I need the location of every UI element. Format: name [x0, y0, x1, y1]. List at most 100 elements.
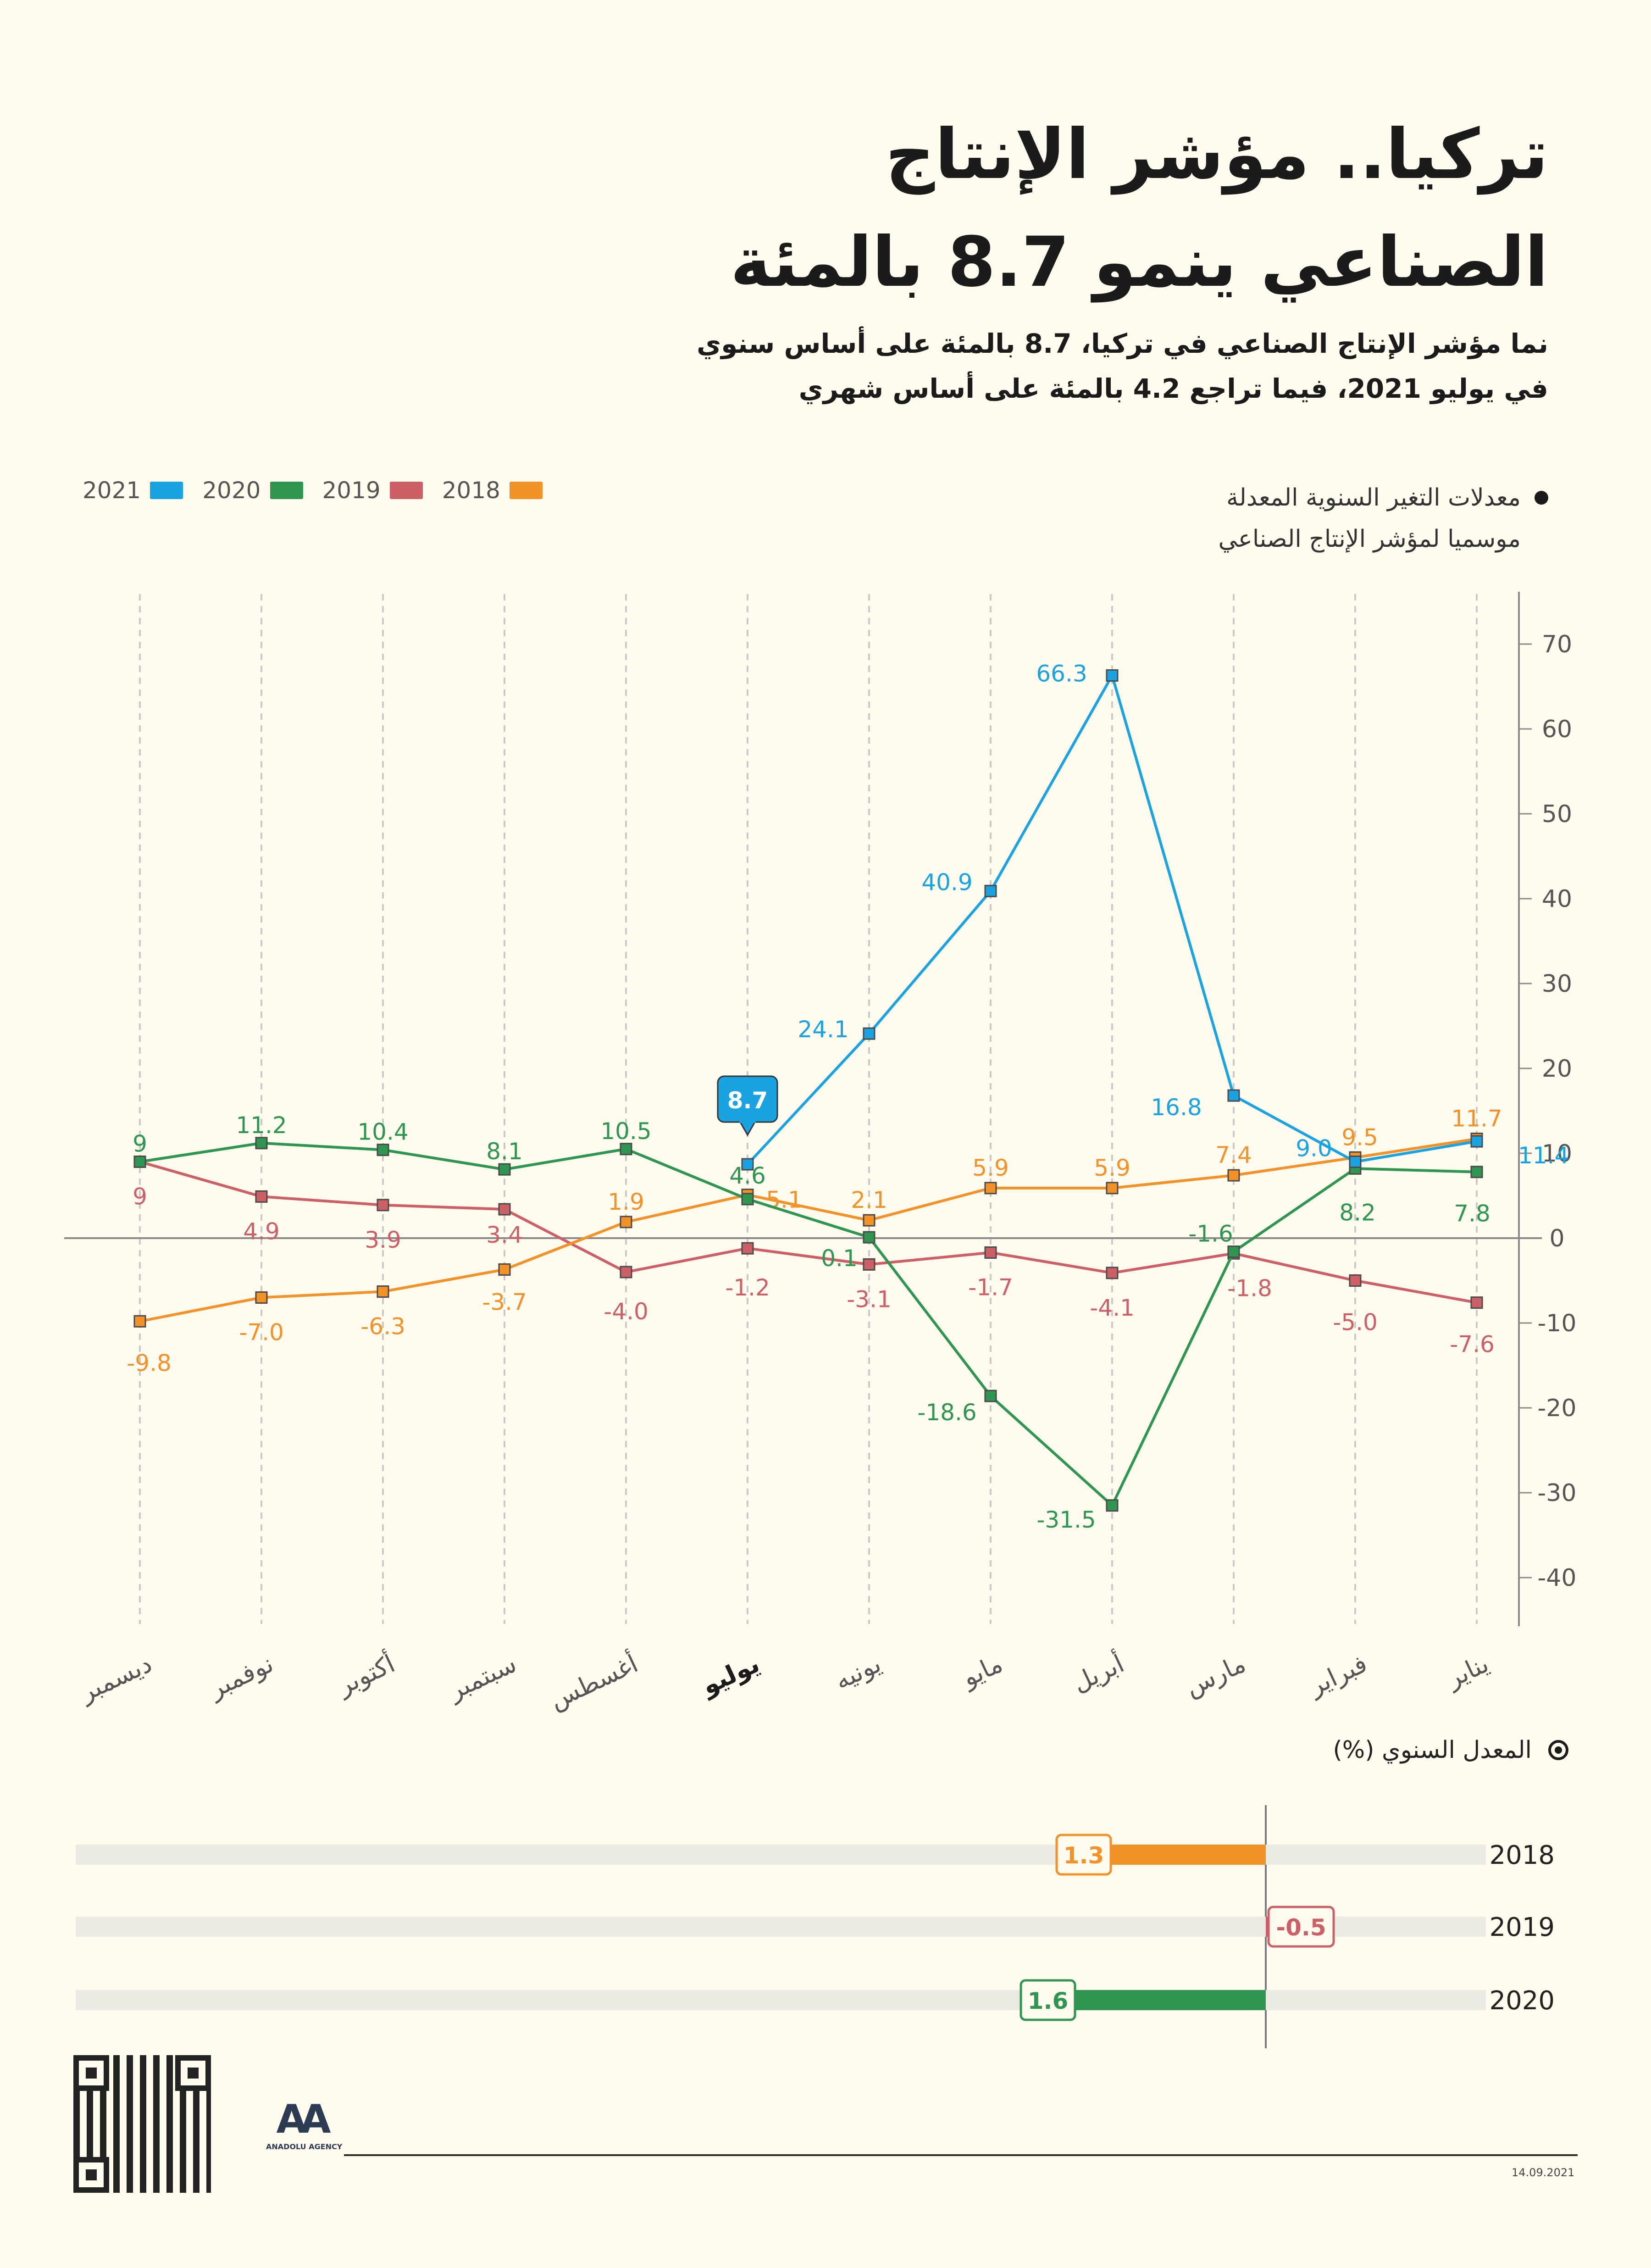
- data-label-2021: 24.1: [798, 1016, 848, 1043]
- data-point-2021: [1470, 1135, 1483, 1148]
- legend-label: 2018: [442, 477, 500, 504]
- data-point-2019: [863, 1258, 875, 1271]
- legend-item-2019: 2019: [322, 477, 423, 504]
- x-tick-label: فبراير: [1303, 1649, 1372, 1701]
- legend-swatch: [150, 482, 183, 499]
- bullet-icon: [1535, 491, 1548, 505]
- data-label-2019: -4.1: [1090, 1295, 1135, 1321]
- data-label-2021: 66.3: [1036, 660, 1087, 687]
- data-point-2019: [1470, 1296, 1483, 1309]
- metric-label-line-1: معدلات التغير السنوية المعدلة: [1226, 484, 1521, 511]
- y-tick-label: -40: [1538, 1564, 1577, 1592]
- data-label-2019: -1.7: [968, 1274, 1013, 1301]
- data-label-2018: -3.7: [482, 1289, 527, 1315]
- x-tick-label: ديسمبر: [74, 1649, 156, 1708]
- data-point-2019: [620, 1266, 632, 1279]
- data-point-2020: [984, 1390, 997, 1402]
- legend-label: 2020: [202, 477, 261, 504]
- data-point-2018: [1106, 1182, 1119, 1195]
- data-label-2018: 5.9: [1094, 1155, 1130, 1181]
- metric-label: معدلات التغير السنوية المعدلة موسميا لمؤ…: [1219, 477, 1548, 560]
- data-point-2019: [1106, 1267, 1119, 1279]
- data-point-2020: [1227, 1245, 1240, 1258]
- annual-value-label: 1.3: [1064, 1842, 1104, 1869]
- data-label-2020: 10.5: [600, 1118, 651, 1145]
- highlight-callout-pointer: [739, 1121, 756, 1137]
- x-tick-label: يناير: [1441, 1649, 1493, 1694]
- data-point-2020: [620, 1143, 632, 1156]
- y-tick-label: 50: [1542, 800, 1572, 828]
- x-tick-label: أغسطس: [544, 1647, 643, 1715]
- annual-value-box: [1055, 1834, 1112, 1876]
- data-label-2018: 11.7: [1451, 1106, 1502, 1132]
- x-tick-label: أبريل: [1067, 1647, 1128, 1698]
- data-label-2018: 5.1: [766, 1187, 803, 1213]
- data-label-2019: -3.1: [847, 1286, 892, 1312]
- data-label-2020: -18.6: [917, 1399, 976, 1426]
- data-point-2018: [984, 1182, 997, 1195]
- legend-item-2020: 2020: [202, 477, 303, 504]
- legend-swatch: [270, 482, 303, 499]
- data-point-2019: [377, 1199, 389, 1212]
- legend-label: 2019: [322, 477, 381, 504]
- data-point-2019: [741, 1242, 754, 1255]
- annual-year-label: 2020: [1489, 1986, 1555, 2016]
- legend-swatch: [389, 482, 423, 499]
- data-point-2021: [1227, 1089, 1240, 1102]
- data-point-2019: [1349, 1274, 1362, 1287]
- y-tick-label: -20: [1538, 1395, 1577, 1422]
- x-tick-label: مايو: [957, 1649, 1007, 1693]
- y-tick-label: 40: [1542, 885, 1572, 913]
- data-label-2018: -7.0: [239, 1319, 284, 1346]
- data-point-2021: [984, 884, 997, 897]
- annual-bar: [1111, 1845, 1266, 1865]
- annual-bar: [1075, 1990, 1266, 2010]
- data-point-2018: [498, 1263, 511, 1276]
- legend-label: 2021: [83, 477, 141, 504]
- data-label-2018: 2.1: [851, 1187, 887, 1213]
- y-tick-label: 0: [1549, 1225, 1564, 1252]
- data-point-2021: [863, 1027, 875, 1040]
- annual-value-label: 1.6: [1028, 1988, 1069, 2014]
- annual-track: [76, 1990, 1486, 2010]
- data-point-2020: [1470, 1166, 1483, 1178]
- target-icon: [1548, 1740, 1568, 1760]
- annual-year-label: 2019: [1489, 1912, 1555, 1942]
- data-label-2018: -9.8: [127, 1350, 172, 1376]
- annual-track: [76, 1845, 1486, 1865]
- data-label-2018: 9.5: [1341, 1124, 1378, 1151]
- data-point-2021: [1349, 1156, 1362, 1168]
- data-label-2019: -1.8: [1227, 1275, 1272, 1301]
- series-line-2020: [139, 1141, 1477, 1507]
- y-tick-label: 30: [1542, 970, 1572, 998]
- y-tick-label: 60: [1542, 716, 1572, 743]
- x-tick-label: يونيه: [830, 1649, 885, 1695]
- data-label-2019: 3.9: [365, 1227, 401, 1253]
- x-tick-label: سبتمبر: [443, 1649, 521, 1706]
- annual-year-label: 2018: [1489, 1840, 1555, 1870]
- data-label-2020: 7.8: [1454, 1201, 1490, 1227]
- data-label-2021: 11.4: [1518, 1142, 1569, 1169]
- data-label-2020: 8.1: [486, 1138, 523, 1165]
- series-line-2019: [139, 1160, 1477, 1304]
- data-label-2020: 8.2: [1339, 1199, 1376, 1226]
- legend-swatch: [510, 482, 543, 499]
- data-point-2018: [377, 1285, 389, 1298]
- highlight-callout-label: 8.7: [727, 1087, 768, 1114]
- data-point-2020: [133, 1156, 146, 1168]
- annual-track: [76, 1917, 1486, 1937]
- data-label-2018: 7.4: [1215, 1142, 1252, 1168]
- data-label-2019: -4.0: [604, 1298, 648, 1325]
- logo-mark: AA: [276, 2096, 331, 2142]
- x-tick-label: يوليو: [696, 1649, 764, 1701]
- data-point-2020: [863, 1231, 875, 1244]
- logo-agency-name: ANADOLU AGENCY: [266, 2142, 343, 2151]
- data-label-2019: -7.6: [1450, 1331, 1495, 1358]
- data-point-2019: [498, 1203, 511, 1216]
- data-point-2019: [984, 1246, 997, 1259]
- y-tick-label: -10: [1538, 1310, 1577, 1337]
- series-line-2018: [139, 1137, 1477, 1323]
- data-label-2021: 40.9: [921, 869, 972, 895]
- annual-rate-title-text: المعدل السنوي (%): [1333, 1736, 1532, 1764]
